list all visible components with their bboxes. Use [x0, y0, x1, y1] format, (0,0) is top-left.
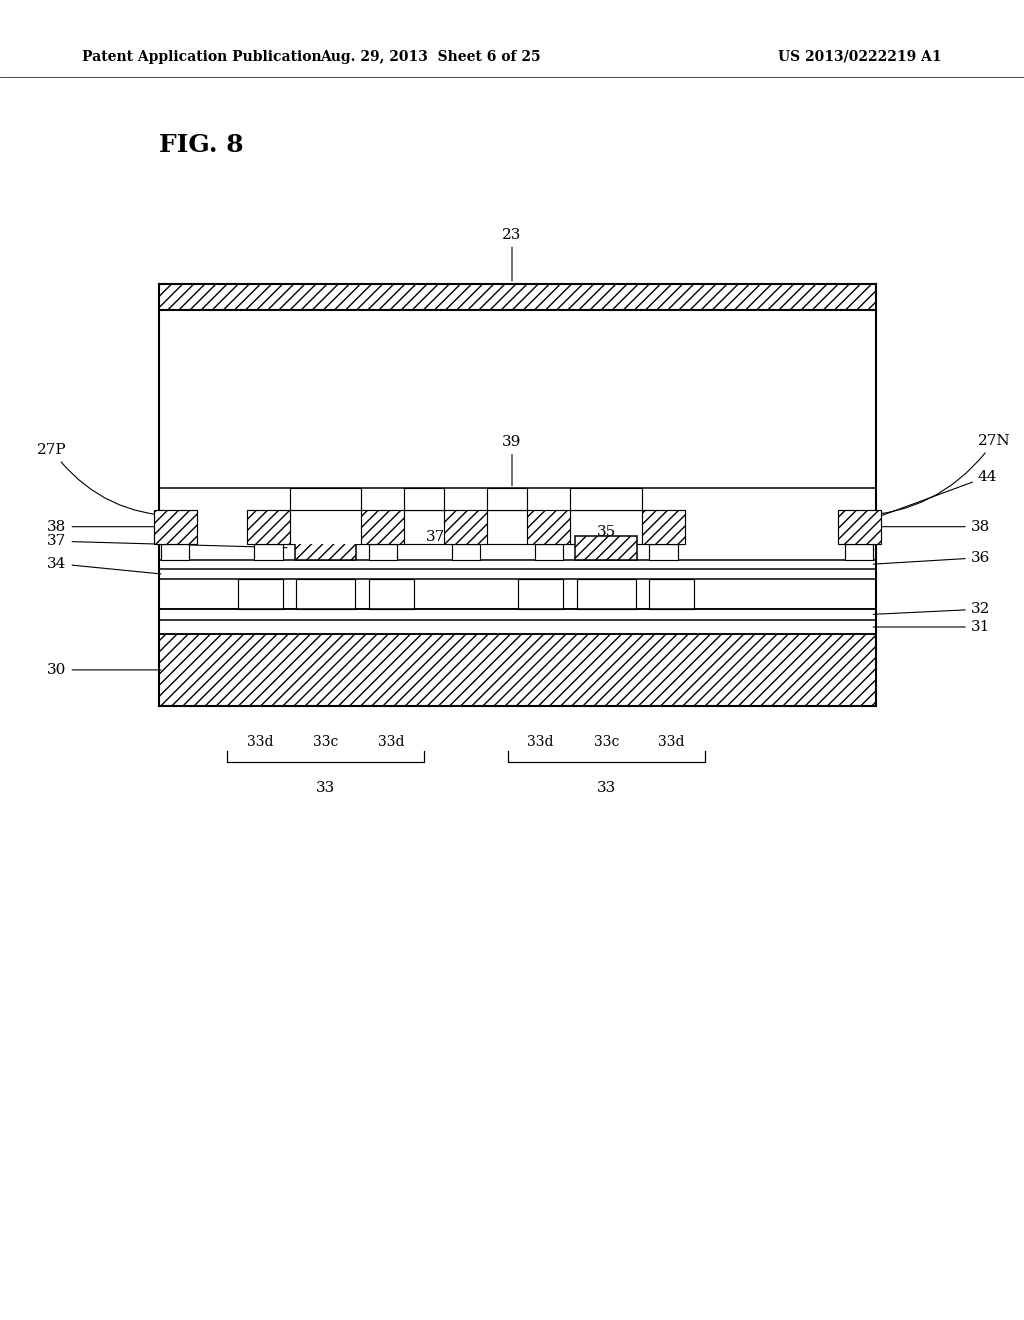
Text: 23: 23 [503, 227, 521, 281]
Text: Patent Application Publication: Patent Application Publication [82, 50, 322, 63]
Bar [238, 579, 283, 609]
Text: 33c: 33c [594, 735, 618, 750]
Bar [838, 510, 881, 544]
Bar [159, 634, 876, 706]
Text: 34: 34 [47, 557, 161, 574]
Bar [290, 488, 361, 510]
Text: 33d: 33d [658, 735, 685, 750]
Bar [369, 544, 397, 560]
Bar [444, 510, 487, 544]
Text: 39: 39 [503, 434, 521, 486]
Text: 33d: 33d [247, 735, 273, 750]
Text: 37: 37 [47, 535, 287, 548]
Bar [161, 544, 189, 560]
Text: 38: 38 [47, 520, 184, 533]
Bar [577, 579, 636, 609]
Text: 33: 33 [597, 781, 615, 796]
Text: 33d: 33d [378, 735, 404, 750]
Text: 37: 37 [426, 531, 463, 546]
Bar [369, 579, 414, 609]
Bar [247, 510, 290, 544]
Bar [570, 488, 642, 510]
Text: 33c: 33c [313, 735, 338, 750]
Bar [154, 510, 197, 544]
Text: 31: 31 [873, 620, 990, 634]
Text: 32: 32 [873, 602, 990, 616]
Bar [361, 510, 404, 544]
Text: 27P: 27P [37, 444, 175, 519]
Text: 36: 36 [873, 550, 990, 565]
Text: 33d: 33d [527, 735, 554, 750]
Bar [296, 579, 355, 609]
Bar [518, 579, 563, 609]
Bar [254, 544, 283, 560]
Bar [290, 510, 361, 544]
Bar [575, 536, 637, 560]
Bar [845, 544, 873, 560]
Bar [527, 510, 570, 544]
Text: US 2013/0222219 A1: US 2013/0222219 A1 [778, 50, 942, 63]
Bar [295, 536, 356, 560]
Bar [649, 544, 678, 560]
Text: 35: 35 [316, 525, 335, 539]
Bar [649, 579, 694, 609]
Bar [452, 544, 480, 560]
Bar [535, 544, 563, 560]
Text: Aug. 29, 2013  Sheet 6 of 25: Aug. 29, 2013 Sheet 6 of 25 [319, 50, 541, 63]
Text: FIG. 8: FIG. 8 [159, 133, 244, 157]
Bar [642, 510, 685, 544]
Text: 33: 33 [316, 781, 335, 796]
Text: 44: 44 [858, 470, 997, 524]
Text: 30: 30 [47, 663, 161, 677]
Text: 35: 35 [597, 525, 615, 539]
Text: 27N: 27N [859, 434, 1011, 519]
Text: 38: 38 [850, 520, 990, 533]
Bar [159, 284, 876, 310]
Bar [487, 488, 527, 510]
Bar [404, 488, 444, 510]
